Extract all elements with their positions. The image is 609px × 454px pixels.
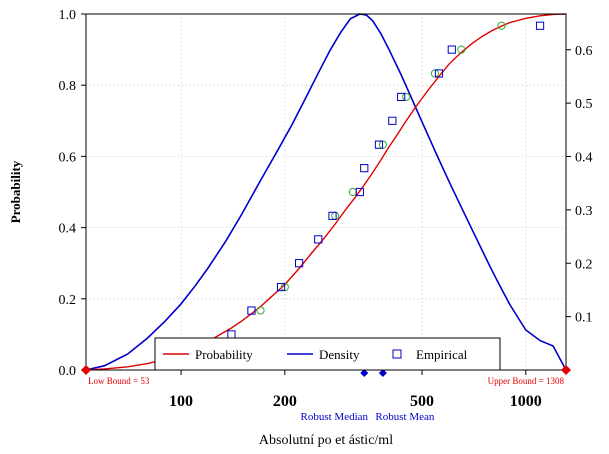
legend-box — [154, 337, 501, 371]
x-tick-label: 500 — [410, 393, 434, 410]
y-tick-label: 0.2 — [59, 293, 77, 308]
legend: Probability Density Empirical — [154, 337, 501, 371]
fitted-points — [256, 21, 506, 315]
x-tick-label: 100 — [169, 393, 193, 410]
legend-empirical-label: Empirical — [416, 347, 468, 362]
y-tick-label: 0.4 — [59, 222, 77, 237]
bound-markers — [81, 365, 571, 377]
fitted-point — [256, 306, 265, 315]
y-tick-label: 0.0 — [59, 364, 77, 379]
low-bound-label: Low Bound = 53 — [88, 376, 150, 386]
plot-frame — [85, 13, 567, 371]
robust-median-marker — [360, 369, 369, 377]
empirical-point — [535, 21, 545, 30]
empirical-point — [247, 306, 256, 315]
fitted-point — [402, 92, 411, 102]
y-tick-label: 1.0 — [59, 8, 77, 23]
legend-empirical-swatch — [392, 349, 402, 359]
y2-tick-label: 0.4 — [575, 151, 593, 166]
empirical-point — [355, 187, 364, 197]
x-tick-label: 1000 — [510, 393, 542, 410]
empirical-point — [295, 259, 304, 268]
empirical-point — [397, 92, 406, 102]
fitted-point — [348, 187, 357, 197]
y-tick-label: 0.8 — [59, 79, 77, 94]
legend-probability-label: Probability — [195, 347, 253, 362]
empirical-point — [328, 211, 337, 220]
fitted-point — [331, 211, 340, 220]
upper-bound-label: Upper Bound = 1308 — [488, 376, 565, 386]
legend-density-label: Density — [319, 347, 360, 362]
x-axis-label: Absolutní po et ástic/ml — [259, 433, 393, 448]
axis-ticks: 0.0 0.2 0.4 0.6 0.8 1.0 0.1 0.2 0.3 0.4 0.5 0.6 100 2… — [59, 8, 593, 410]
y2-tick-label: 0.2 — [575, 257, 593, 272]
upper-bound-marker — [561, 365, 571, 375]
fitted-point — [497, 21, 506, 30]
robust-mean-label: Robust Mean — [375, 411, 434, 423]
fitted-point — [457, 45, 466, 54]
y-axis-label: Probability — [8, 160, 23, 223]
probability-series — [85, 13, 567, 371]
y2-tick-label: 0.1 — [575, 311, 593, 326]
empirical-point — [360, 164, 369, 173]
empirical-point — [434, 69, 444, 78]
empirical-point — [314, 235, 323, 244]
empirical-point — [276, 282, 286, 292]
x-tick-label: 200 — [273, 393, 297, 410]
density-line — [85, 13, 567, 371]
empirical-series — [227, 21, 545, 339]
y2-tick-label: 0.6 — [575, 44, 593, 59]
y2-tick-label: 0.5 — [575, 97, 593, 112]
y-tick-label: 0.6 — [59, 150, 77, 165]
empirical-point — [447, 45, 456, 54]
density-series — [85, 13, 567, 371]
probability-line — [85, 13, 567, 371]
empirical-point — [227, 330, 236, 339]
low-bound-marker — [81, 365, 91, 375]
grid — [86, 13, 566, 371]
empirical-point — [374, 140, 384, 149]
robust-mean-marker — [378, 369, 387, 377]
robust-median-label: Robust Median — [301, 411, 369, 423]
y2-tick-label: 0.3 — [575, 204, 593, 219]
empirical-point — [388, 116, 397, 125]
